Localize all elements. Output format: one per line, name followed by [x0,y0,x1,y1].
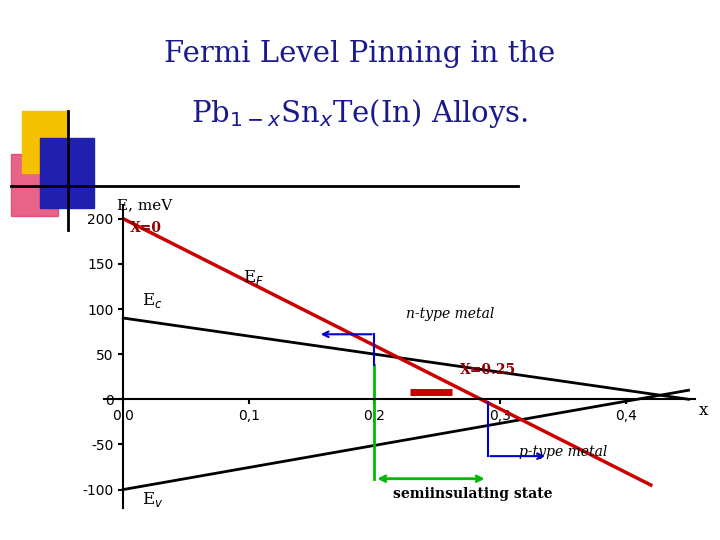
Text: X=0: X=0 [130,220,161,234]
Text: E$_c$: E$_c$ [142,291,163,310]
Text: Fermi Level Pinning in the: Fermi Level Pinning in the [164,40,556,68]
Text: n-type metal: n-type metal [406,307,494,321]
Text: semiinsulating state: semiinsulating state [393,487,553,501]
Text: E$_v$: E$_v$ [142,490,163,509]
Text: x: x [698,402,708,419]
Bar [40,138,94,208]
Text: p-type metal: p-type metal [519,445,607,459]
Bar [11,154,58,216]
Text: E$_F$: E$_F$ [243,268,264,287]
Text: Pb$_{1-x}$Sn$_x$Te(In) Alloys.: Pb$_{1-x}$Sn$_x$Te(In) Alloys. [192,97,528,130]
Text: E, meV: E, meV [117,199,172,213]
Text: X=0.25: X=0.25 [460,363,516,377]
Bar [22,111,68,173]
